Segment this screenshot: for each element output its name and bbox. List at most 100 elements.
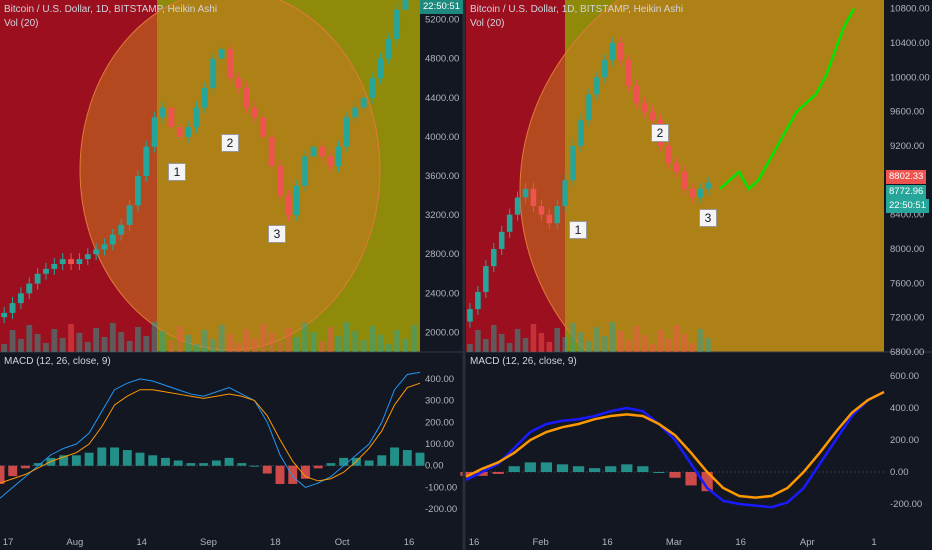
left-macd-histogram [110,447,119,466]
right-price-tick: 7600.00 [890,278,924,289]
left-volume-bar [235,343,242,352]
right-macd-histogram [685,472,697,486]
left-volume-bar [76,333,83,352]
left-candle [34,273,41,284]
left-volume-bar [218,325,225,352]
right-volume-bar [498,334,505,352]
right-candle [594,77,600,95]
left-volume-bar [185,335,192,352]
left-volume-bar [135,327,141,352]
right-macd-histogram [524,462,536,472]
right-macd-histogram [508,466,520,472]
left-candle [302,156,309,186]
left-volume-bar [118,332,125,352]
left-volume-bar [369,326,375,352]
right-price-tick: 8400.00 [890,210,924,221]
right-macd-histogram [460,472,472,476]
left-candle [26,283,33,294]
left-candle [126,205,133,225]
left-price-tick: 2000.00 [425,327,459,338]
left-volume-bar [101,337,108,352]
right-candle [562,180,568,207]
left-volume-bar [277,342,283,352]
right-price-tick: 9600.00 [890,107,924,118]
left-time-tick: 16 [404,537,415,548]
left-macd-histogram [33,463,43,466]
left-macd-label: MACD (12, 26, close, 9) [4,356,111,367]
right-candle [570,145,576,181]
left-candle [394,9,401,40]
left-candle [151,117,158,147]
right-candle [530,188,537,207]
left-volume-bar [302,323,309,352]
left-volume-bar [210,339,217,352]
left-macd-histogram [135,452,145,466]
left-time-tick: Sep [200,537,217,548]
right-candle [617,42,624,61]
left-wave-label-2: 2 [221,134,239,152]
left-volume-bar [93,328,100,352]
left-volume-bar [143,336,150,352]
right-candle [673,163,680,172]
left-macd-tick: 400.00 [425,374,454,385]
right-volume-bar [578,332,584,352]
left-volume-bar [84,342,91,352]
right-volume-bar [506,343,513,352]
left-candle [68,259,74,264]
right-volume-bar [594,327,600,352]
right-candle [689,188,695,198]
left-time-tick: 17 [3,537,14,548]
left-time-tick: Aug [66,537,83,548]
right-volume-bar [586,341,592,352]
left-macd-tick: 0.00 [425,461,444,472]
right-candle [665,145,672,164]
left-time-tick: 14 [136,537,147,548]
left-volume-bar [310,332,317,352]
left-volume-bar [352,331,359,352]
right-candle [554,206,561,224]
left-macd-tick: -100.00 [425,482,457,493]
right-price-tick: 6800.00 [890,347,924,358]
left-volume-bar [26,325,33,352]
right-candle [697,188,703,198]
right-volume-bar [530,324,537,352]
left-signal-line [0,382,421,484]
left-macd-tick: 300.00 [425,396,454,407]
right-macd-histogram [556,464,569,472]
left-macd-histogram [161,457,170,466]
left-macd-histogram [173,460,183,466]
left-macd-histogram [301,465,310,479]
left-macd-histogram [326,463,336,466]
right-price-tick: 7200.00 [890,313,924,324]
left-candle [277,166,283,196]
left-macd-histogram [211,460,221,466]
left-volume-bar [327,327,334,352]
right-high-badge: 8802.33 [886,170,927,184]
right-candle [475,291,481,310]
left-volume-bar [126,341,133,352]
left-volume-bar [9,330,16,352]
right-last-badge: 8772.96 [886,185,927,199]
left-candle [210,58,217,88]
left-candle [84,254,91,260]
left-volume-bar [402,339,409,352]
right-time-tick: Apr [800,537,815,548]
right-macd-histogram [637,466,649,472]
left-macd-histogram [8,465,18,477]
right-candle [490,248,497,267]
left-volume-bar [268,333,275,352]
right-wave-label-2: 2 [651,124,669,142]
left-candle [360,97,367,108]
left-candle [218,48,225,59]
left-macd-histogram [364,460,374,466]
right-volume-bar [665,339,672,352]
right-time-tick: 1 [871,537,876,548]
left-macd-histogram [402,450,412,466]
left-candle [352,107,359,118]
left-candle [327,156,334,167]
left-price-tick: 5200.00 [425,15,459,26]
left-candle [235,78,242,88]
left-macd-histogram [415,452,425,466]
